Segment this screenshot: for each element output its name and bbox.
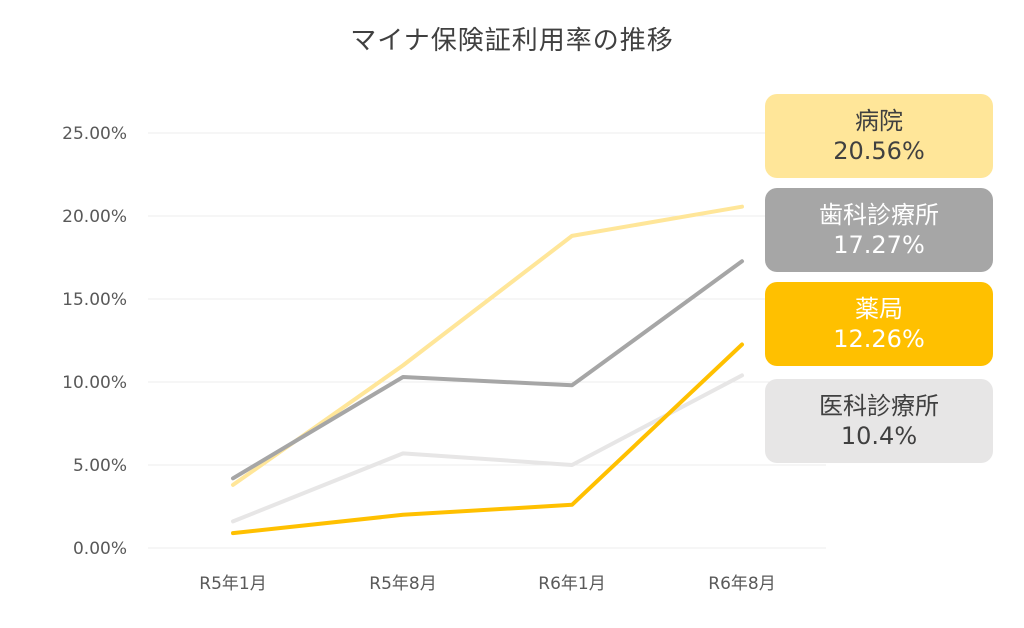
- x-tick-label: R6年8月: [708, 574, 775, 594]
- y-tick-label: 0.00%: [73, 539, 127, 559]
- callout-dental-clinic: 歯科診療所 17.27%: [765, 188, 993, 272]
- callout-dental-clinic-label: 歯科診療所: [819, 201, 939, 229]
- series-line-medical-clinic: [231, 373, 744, 524]
- callout-pharmacy: 薬局 12.26%: [765, 282, 993, 366]
- callout-medical-clinic-label: 医科診療所: [819, 392, 939, 420]
- x-tick-label: R5年1月: [199, 574, 266, 594]
- callout-hospital-value: 20.56%: [833, 137, 925, 165]
- x-tick-label: R6年1月: [538, 574, 605, 594]
- series-line-dental-clinic: [231, 259, 744, 481]
- callout-medical-clinic-value: 10.4%: [840, 422, 918, 450]
- callout-dental-clinic-value: 17.27%: [833, 231, 925, 259]
- y-tick-label: 15.00%: [62, 290, 127, 310]
- y-tick-label: 10.00%: [62, 373, 127, 393]
- x-tick-label: R5年8月: [369, 574, 436, 594]
- callout-pharmacy-label: 薬局: [855, 295, 903, 323]
- y-tick-label: 5.00%: [73, 456, 127, 476]
- callout-hospital: 病院 20.56%: [765, 94, 993, 178]
- y-tick-label: 20.00%: [62, 207, 127, 227]
- y-tick-label: 25.00%: [62, 124, 127, 144]
- series-line-pharmacy: [231, 342, 744, 536]
- chart-title: マイナ保険証利用率の推移: [350, 26, 674, 56]
- callout-medical-clinic: 医科診療所 10.4%: [765, 379, 993, 463]
- callout-pharmacy-value: 12.26%: [833, 325, 925, 353]
- series-line-hospital: [231, 204, 744, 487]
- callout-hospital-label: 病院: [855, 107, 903, 135]
